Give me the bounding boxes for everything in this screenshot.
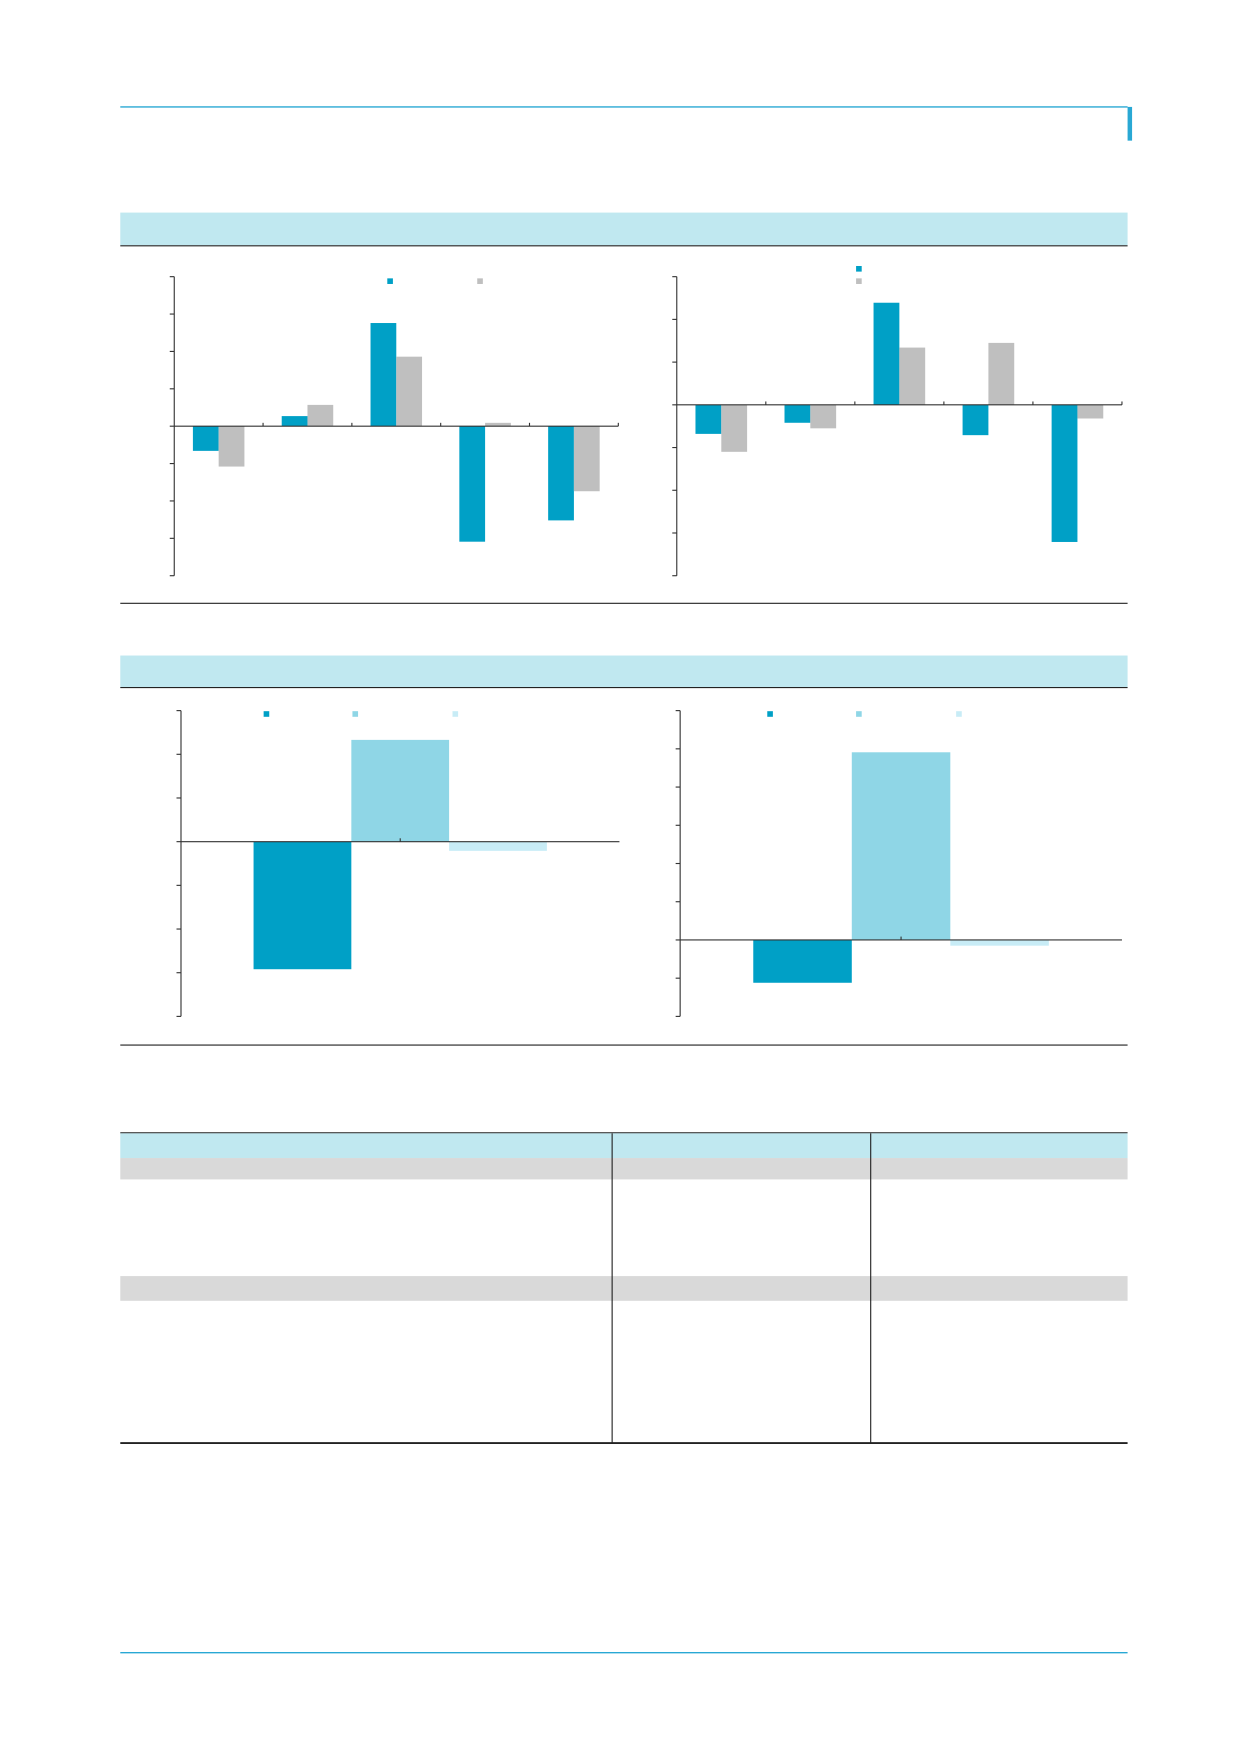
- header-tab: [1127, 106, 1133, 141]
- legend-marker: [956, 711, 962, 717]
- bar: [307, 404, 334, 427]
- bar: [396, 356, 423, 427]
- table-group-row: [120, 1158, 1128, 1180]
- bar: [218, 426, 245, 467]
- bar: [721, 404, 748, 452]
- legend-marker: [387, 278, 393, 284]
- table-header: [120, 1133, 1128, 1159]
- bar: [459, 426, 486, 542]
- bar: [899, 347, 926, 405]
- bar: [753, 939, 852, 983]
- section-band: [120, 655, 1128, 688]
- bar: [950, 939, 1049, 946]
- bar: [1077, 404, 1104, 419]
- legend-marker: [263, 711, 270, 717]
- legend-marker: [452, 711, 459, 717]
- bar: [573, 426, 600, 492]
- bar: [962, 404, 989, 436]
- bar: [281, 416, 308, 427]
- bar: [449, 841, 547, 851]
- table-group-row: [120, 1276, 1128, 1301]
- legend-marker: [856, 278, 862, 284]
- bar: [784, 404, 811, 423]
- table: [120, 1132, 1128, 1444]
- bar: [485, 422, 511, 427]
- bar: [810, 404, 837, 429]
- legend-marker: [477, 278, 483, 284]
- bar: [1051, 404, 1078, 542]
- legend-marker: [856, 265, 862, 272]
- bar: [192, 426, 219, 451]
- section-band: [120, 212, 1128, 246]
- bar: [351, 739, 450, 842]
- legend-marker: [767, 711, 773, 717]
- bar: [873, 302, 900, 405]
- bar: [253, 841, 352, 970]
- bar: [695, 404, 722, 434]
- bar: [548, 426, 574, 521]
- legend-marker: [352, 711, 359, 717]
- legend-marker: [856, 711, 862, 717]
- bar: [851, 752, 951, 940]
- bar: [370, 323, 397, 427]
- bar: [988, 342, 1015, 405]
